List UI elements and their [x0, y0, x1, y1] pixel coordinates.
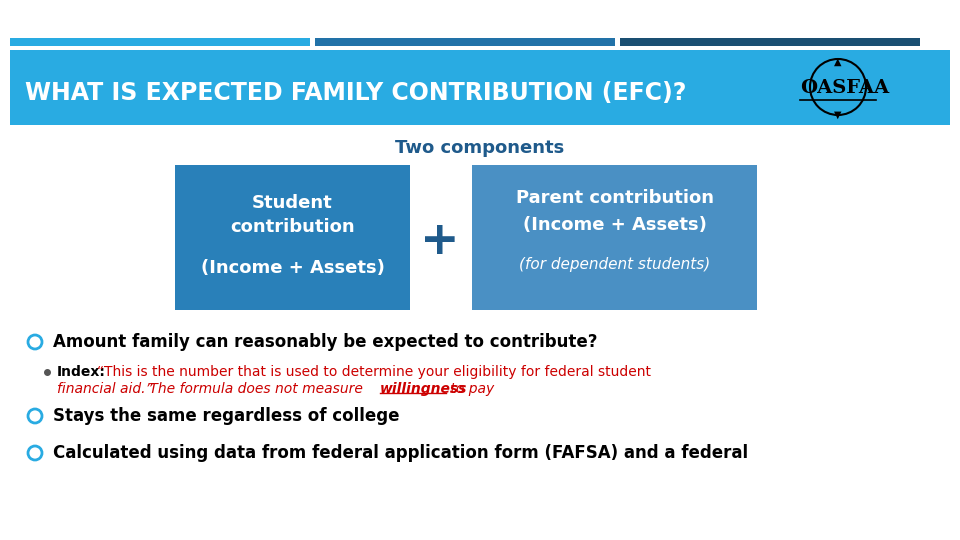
FancyBboxPatch shape [315, 38, 615, 46]
FancyBboxPatch shape [10, 38, 310, 46]
Text: Two components: Two components [396, 139, 564, 157]
Text: Student: Student [252, 194, 333, 212]
Text: (for dependent students): (for dependent students) [518, 258, 710, 273]
Text: +: + [420, 219, 460, 265]
Text: Calculated using data from federal application form (FAFSA) and a federal: Calculated using data from federal appli… [53, 444, 748, 462]
Text: to pay: to pay [446, 382, 494, 396]
Text: OASFAA: OASFAA [800, 79, 889, 97]
Text: ▼: ▼ [834, 110, 842, 120]
FancyBboxPatch shape [620, 38, 920, 46]
FancyBboxPatch shape [175, 165, 410, 310]
FancyBboxPatch shape [10, 50, 950, 125]
Text: Parent contribution: Parent contribution [516, 189, 713, 207]
Text: financial aid.”: financial aid.” [57, 382, 153, 396]
Text: ▲: ▲ [834, 57, 842, 67]
Text: (Income + Assets): (Income + Assets) [522, 216, 707, 234]
Text: Stays the same regardless of college: Stays the same regardless of college [53, 407, 399, 425]
Text: Amount family can reasonably be expected to contribute?: Amount family can reasonably be expected… [53, 333, 597, 351]
Text: contribution: contribution [230, 218, 355, 236]
Text: (Income + Assets): (Income + Assets) [201, 259, 384, 277]
FancyBboxPatch shape [472, 165, 757, 310]
Text: WHAT IS EXPECTED FAMILY CONTRIBUTION (EFC)?: WHAT IS EXPECTED FAMILY CONTRIBUTION (EF… [25, 81, 686, 105]
Text: willingness: willingness [380, 382, 468, 396]
Text: The formula does not measure: The formula does not measure [145, 382, 368, 396]
Text: “This is the number that is used to determine your eligibility for federal stude: “This is the number that is used to dete… [97, 365, 651, 379]
Text: Index:: Index: [57, 365, 106, 379]
